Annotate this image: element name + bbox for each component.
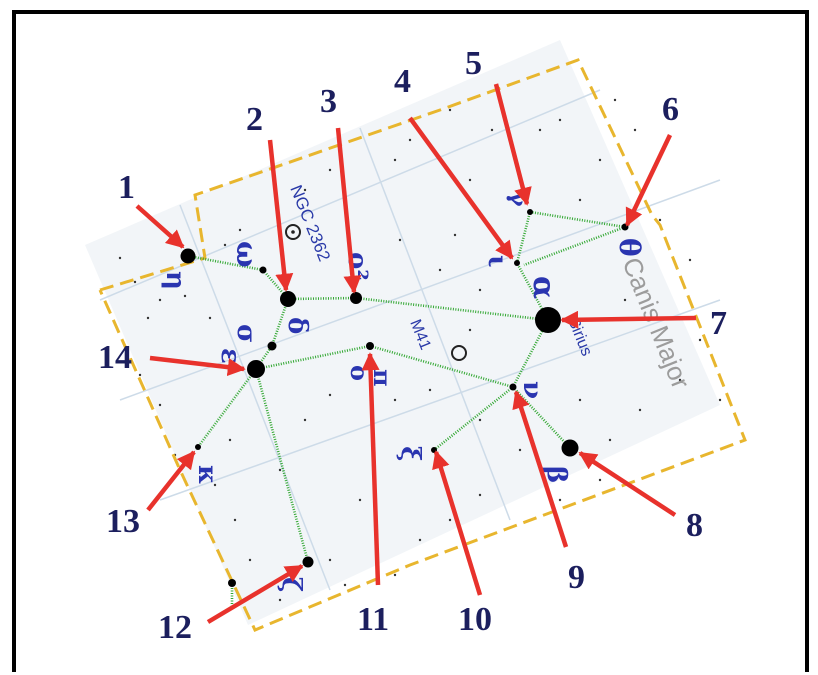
star-sigma [267, 341, 277, 351]
arrow-9 [512, 390, 569, 548]
label-nu: ν [517, 381, 547, 399]
stars [180, 209, 629, 587]
star-unnamed [228, 579, 236, 587]
star-alpha-sirius [535, 307, 561, 333]
star-omicron2 [350, 292, 362, 304]
arrow-14 [149, 355, 246, 377]
label-kappa: κ [192, 465, 222, 485]
label-theta: θ [613, 238, 646, 257]
arrow-12 [206, 564, 304, 624]
arrow-6 [624, 134, 673, 227]
star-omega [259, 266, 267, 274]
callout-8: 8 [686, 507, 703, 544]
callout-arrows [135, 83, 697, 624]
callout-3: 3 [320, 83, 337, 120]
label-xi: ξ [395, 446, 425, 461]
arrow-11 [361, 352, 381, 586]
ngc2362-cluster-icon [285, 224, 301, 240]
label-sigma: σ [231, 324, 261, 343]
arrow-10 [432, 450, 483, 596]
sky-map-background [85, 40, 720, 625]
label-eta: η [160, 271, 190, 290]
callout-2: 2 [246, 101, 263, 138]
callout-6: 6 [662, 91, 679, 128]
label-omega: ω [230, 241, 263, 268]
arrow-1 [135, 204, 185, 249]
star-omicron1 [366, 342, 374, 350]
arrow-8 [578, 451, 677, 517]
star-nu [509, 383, 517, 391]
star-kappa [195, 444, 201, 450]
label-alpha: α [526, 276, 561, 299]
star-iota [514, 260, 520, 266]
label-iota: ι [482, 255, 512, 268]
label-beta: β [541, 466, 571, 483]
star-gamma [527, 209, 533, 215]
constellation-boundary [98, 58, 747, 632]
callout-11: 11 [357, 601, 389, 638]
star-epsilon [247, 360, 265, 378]
label-delta: δ [282, 317, 312, 334]
arrow-7 [560, 310, 697, 329]
callout-12: 12 [158, 609, 192, 646]
callout-1: 1 [118, 169, 135, 206]
star-eta [180, 248, 196, 264]
star-delta [280, 291, 296, 307]
callout-10: 10 [458, 601, 492, 638]
picture-frame [12, 10, 809, 672]
arrow-3 [335, 127, 362, 294]
callout-14: 14 [98, 339, 132, 376]
arrow-4 [408, 116, 514, 260]
star-beta [561, 439, 579, 457]
ngc2362-cluster-center [291, 230, 295, 234]
arrow-2 [267, 139, 294, 292]
label-pi: π [368, 369, 397, 387]
callout-13: 13 [106, 503, 140, 540]
m41-cluster-icon [451, 345, 467, 361]
star-zeta [302, 556, 314, 568]
callout-7: 7 [710, 305, 727, 342]
callout-5: 5 [465, 45, 482, 82]
faint-stars [118, 98, 722, 602]
label-omicron2: ο² [342, 252, 372, 281]
arrow-13 [146, 450, 196, 512]
callout-9: 9 [568, 559, 585, 596]
arrow-5 [493, 83, 532, 206]
callout-4: 4 [394, 63, 411, 100]
label-epsilon: ε [215, 348, 245, 364]
